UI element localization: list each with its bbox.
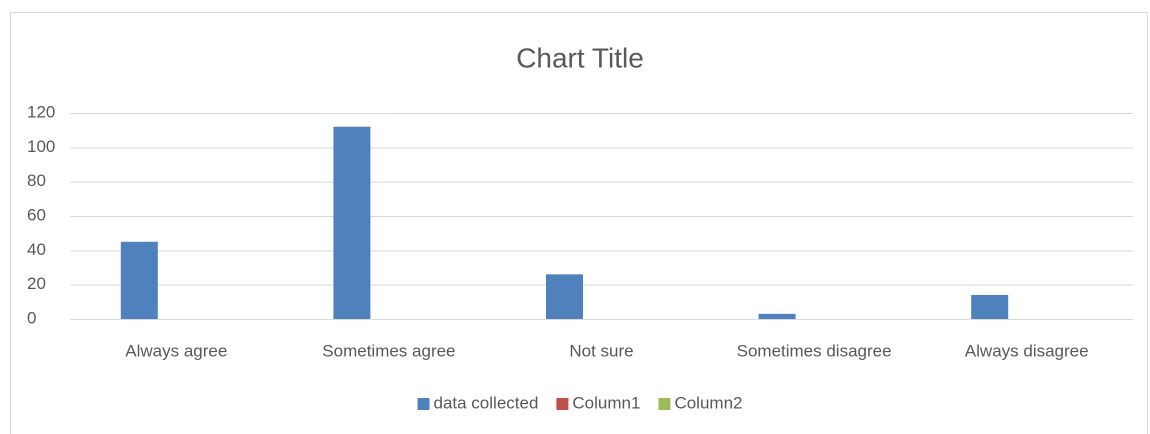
legend-swatch	[417, 398, 430, 410]
y-tick-label: 80	[27, 171, 46, 190]
x-tick-label: Always agree	[125, 341, 227, 360]
legend-swatch	[556, 398, 569, 410]
x-tick-label: Sometimes agree	[322, 341, 455, 360]
chart-border	[10, 12, 1148, 434]
legend-swatch	[658, 398, 671, 410]
bar	[333, 126, 371, 319]
x-tick-label: Always disagree	[965, 341, 1089, 360]
legend-label: Column1	[572, 393, 640, 412]
y-tick-label: 60	[27, 205, 46, 224]
legend-label: data collected	[434, 393, 539, 412]
legend-label: Column2	[674, 393, 742, 412]
bar	[971, 294, 1009, 319]
y-tick-label: 100	[27, 137, 55, 156]
x-tick-label: Not sure	[569, 341, 633, 360]
y-tick-label: 20	[27, 274, 46, 293]
chart-title: Chart Title	[516, 42, 644, 73]
bar	[120, 241, 158, 319]
y-tick-label: 120	[27, 102, 55, 121]
y-tick-label: 0	[27, 308, 36, 327]
bar	[546, 274, 583, 319]
x-tick-label: Sometimes disagree	[737, 341, 892, 360]
bar	[758, 313, 796, 319]
y-tick-label: 40	[27, 240, 46, 259]
